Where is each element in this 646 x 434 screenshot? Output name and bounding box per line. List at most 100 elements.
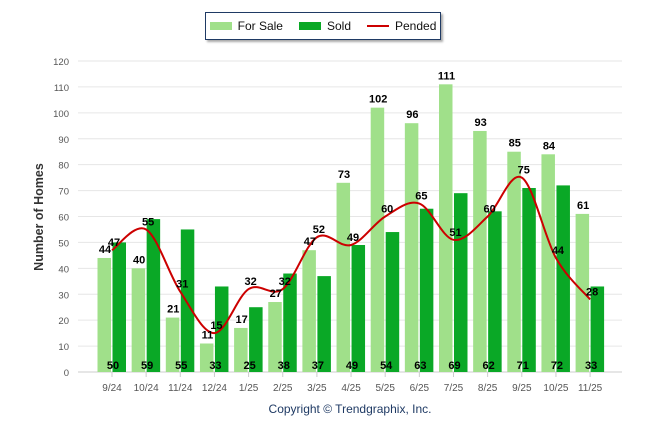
bar-sold (556, 185, 570, 372)
x-tick-label: 2/25 (273, 383, 293, 394)
data-label-pended: 49 (347, 232, 359, 244)
y-tick-label: 80 (58, 161, 69, 172)
y-tick-label: 30 (58, 290, 69, 301)
data-label-for-sale: 73 (338, 169, 350, 181)
bar-for-sale (541, 154, 555, 372)
y-tick-label: 10 (58, 342, 69, 353)
data-label-sold: 63 (414, 360, 426, 372)
legend-item-for-sale[interactable]: For Sale (209, 19, 283, 33)
data-label-pended: 32 (244, 276, 256, 288)
legend-label: For Sale (237, 19, 283, 33)
data-label-for-sale: 102 (369, 94, 387, 106)
data-label-for-sale: 27 (270, 288, 282, 300)
y-tick-label: 70 (58, 187, 69, 198)
bar-sold (112, 242, 126, 372)
data-label-for-sale: 111 (438, 70, 455, 82)
x-tick-label: 1/25 (239, 383, 259, 394)
y-tick-label: 0 (64, 368, 69, 379)
bar-for-sale (302, 250, 316, 372)
bar-for-sale (165, 317, 180, 372)
bar-for-sale (97, 257, 111, 372)
y-tick-label: 50 (58, 238, 69, 249)
bar-sold (180, 229, 195, 372)
data-label-pended: 55 (142, 216, 154, 228)
bar-sold (488, 211, 502, 372)
data-label-pended: 31 (176, 279, 188, 291)
bar-sold (249, 307, 263, 372)
data-label-pended: 32 (279, 276, 291, 288)
data-label-sold: 37 (312, 360, 324, 372)
data-label-for-sale: 96 (406, 109, 418, 121)
data-label-pended: 44 (552, 245, 565, 257)
bar-sold (419, 208, 434, 372)
legend-item-pended[interactable]: Pended (367, 19, 436, 33)
data-label-pended: 75 (518, 165, 530, 177)
data-label-for-sale: 85 (509, 138, 521, 150)
x-tick-label: 6/25 (410, 383, 430, 394)
data-label-sold: 69 (448, 360, 460, 372)
data-label-sold: 62 (483, 360, 495, 372)
line-pended (111, 175, 591, 335)
data-label-pended: 65 (415, 191, 427, 203)
data-label-sold: 33 (585, 360, 597, 372)
data-label-pended: 60 (381, 204, 393, 216)
data-label-pended: 47 (108, 237, 120, 249)
data-label-pended: 52 (313, 224, 325, 236)
bar-sold (283, 273, 297, 372)
data-label-sold: 55 (175, 360, 187, 372)
bar-for-sale (404, 123, 419, 372)
bar-sold (146, 219, 161, 372)
bar-for-sale (234, 327, 248, 372)
legend-item-sold[interactable]: Sold (298, 19, 351, 33)
y-tick-label: 40 (58, 264, 69, 275)
bar-sold (351, 245, 366, 372)
bar-for-sale (575, 213, 590, 372)
bar-for-sale (473, 130, 487, 372)
data-label-for-sale: 47 (304, 236, 316, 248)
data-label-for-sale: 44 (99, 244, 112, 256)
data-label-sold: 59 (141, 360, 153, 372)
legend-label: Sold (326, 19, 351, 33)
data-label-for-sale: 61 (577, 200, 589, 212)
x-tick-label: 12/24 (202, 383, 227, 394)
legend-line (367, 25, 389, 27)
data-label-sold: 33 (209, 360, 221, 372)
data-label-for-sale: 93 (475, 117, 487, 129)
data-label-sold: 54 (380, 360, 393, 372)
x-tick-label: 9/25 (512, 383, 532, 394)
bar-for-sale (439, 84, 453, 372)
x-tick-label: 9/24 (102, 383, 122, 394)
data-label-sold: 25 (243, 360, 255, 372)
legend: For Sale Sold Pended (205, 12, 441, 40)
copyright: Copyright © Trendgraphix, Inc. (268, 402, 432, 416)
x-tick-label: 10/24 (134, 383, 159, 394)
data-label-for-sale: 11 (202, 329, 214, 341)
legend-label: Pended (395, 19, 437, 33)
x-tick-label: 4/25 (341, 383, 361, 394)
y-axis-label: Number of Homes (32, 163, 46, 271)
data-label-sold: 49 (346, 360, 358, 372)
data-label-sold: 50 (107, 360, 119, 372)
bar-sold (590, 286, 605, 372)
y-tick-label: 60 (58, 213, 69, 224)
data-label-sold: 38 (278, 360, 290, 372)
x-tick-label: 11/25 (578, 383, 603, 394)
x-tick-label: 3/25 (307, 383, 327, 394)
bar-for-sale (370, 107, 385, 373)
x-tick-label: 8/25 (478, 383, 498, 394)
data-label-sold: 71 (517, 360, 529, 372)
legend-swatch (298, 22, 321, 30)
data-label-for-sale: 21 (167, 304, 179, 316)
x-tick-label: 11/24 (168, 383, 193, 394)
bar-sold (522, 187, 536, 372)
bar-sold (385, 232, 400, 372)
y-tick-label: 110 (54, 83, 69, 94)
data-label-pended: 15 (210, 320, 222, 332)
x-tick-label: 10/25 (543, 383, 568, 394)
x-tick-label: 5/25 (375, 383, 395, 394)
data-label-for-sale: 17 (235, 314, 247, 326)
bar-for-sale (131, 268, 146, 372)
y-tick-label: 20 (58, 316, 69, 327)
